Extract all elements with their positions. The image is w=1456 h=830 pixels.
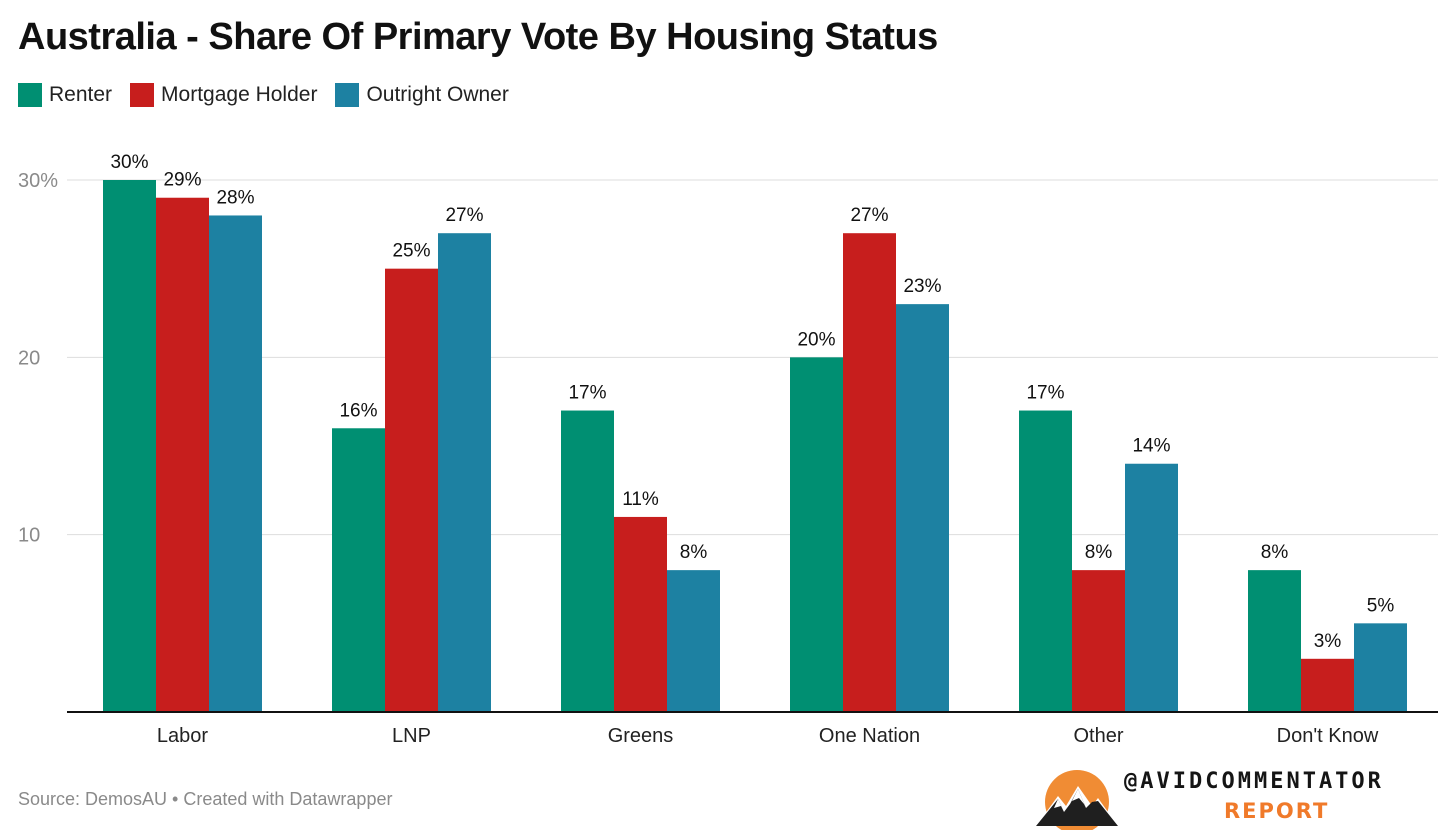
data-label-labor-outright-owner: 28%: [216, 187, 254, 208]
data-label-lnp-mortgage-holder: 25%: [392, 241, 430, 262]
bar-greens-mortgage-holder: [614, 516, 667, 712]
x-tick-label-lnp: LNP: [392, 725, 431, 747]
data-label-other-renter: 17%: [1026, 383, 1064, 404]
brand-subtitle: REPORT: [1224, 799, 1330, 823]
data-label-other-outright-owner: 14%: [1132, 436, 1170, 457]
data-label-don-t-know-mortgage-holder: 3%: [1314, 631, 1342, 652]
source-note: Source: DemosAU • Created with Datawrapp…: [18, 789, 393, 809]
x-tick-label-one-nation: One Nation: [819, 725, 920, 747]
bar-don-t-know-renter: [1248, 570, 1301, 712]
bar-other-mortgage-holder: [1072, 570, 1125, 712]
bar-don-t-know-mortgage-holder: [1301, 658, 1354, 712]
bar-labor-renter: [103, 180, 156, 712]
data-label-don-t-know-outright-owner: 5%: [1367, 595, 1395, 616]
chart-title: Australia - Share Of Primary Vote By Hou…: [18, 16, 938, 58]
data-label-greens-mortgage-holder: 11%: [622, 489, 659, 510]
bar-other-outright-owner: [1125, 463, 1178, 712]
y-tick-label-20: 20: [18, 347, 40, 369]
y-tick-label-30: 30%: [18, 170, 58, 192]
data-label-one-nation-outright-owner: 23%: [903, 276, 941, 297]
data-label-lnp-renter: 16%: [339, 400, 377, 421]
legend-label-mortgage-holder: Mortgage Holder: [161, 83, 318, 106]
data-label-labor-renter: 30%: [110, 152, 148, 173]
bar-one-nation-renter: [790, 357, 843, 712]
legend-item-renter: Renter: [18, 83, 112, 107]
legend-label-renter: Renter: [49, 83, 113, 106]
mountain-sun-logo-icon: [1036, 770, 1118, 830]
legend-item-mortgage-holder: Mortgage Holder: [130, 83, 317, 107]
data-label-one-nation-renter: 20%: [797, 329, 835, 350]
x-tick-label-other: Other: [1073, 725, 1123, 747]
legend-swatch-outright-owner: [335, 83, 360, 107]
data-label-other-mortgage-holder: 8%: [1085, 542, 1113, 563]
bar-lnp-mortgage-holder: [385, 268, 438, 712]
legend-swatch-renter: [18, 83, 42, 107]
legend-swatch-mortgage-holder: [130, 83, 155, 107]
bar-greens-outright-owner: [667, 570, 720, 712]
legend-item-outright-owner: Outright Owner: [335, 83, 509, 107]
bar-lnp-renter: [332, 428, 385, 712]
brand-block: @AVIDCOMMENTATOR REPORT: [1034, 768, 1434, 830]
data-label-lnp-outright-owner: 27%: [445, 205, 483, 226]
bar-lnp-outright-owner: [438, 233, 491, 712]
bar-greens-renter: [561, 410, 614, 712]
brand-handle: @AVIDCOMMENTATOR: [1124, 769, 1384, 794]
x-tick-label-don-t-know: Don't Know: [1277, 725, 1379, 747]
bar-one-nation-mortgage-holder: [843, 233, 896, 712]
x-tick-label-greens: Greens: [608, 725, 674, 747]
data-label-greens-outright-owner: 8%: [680, 542, 708, 563]
y-tick-label-10: 10: [18, 525, 40, 547]
bar-labor-outright-owner: [209, 215, 262, 712]
bar-labor-mortgage-holder: [156, 197, 209, 712]
data-label-don-t-know-renter: 8%: [1261, 542, 1289, 563]
data-label-greens-renter: 17%: [568, 383, 606, 404]
legend: Renter Mortgage Holder Outright Owner: [18, 83, 509, 107]
legend-label-outright-owner: Outright Owner: [366, 83, 509, 106]
bar-don-t-know-outright-owner: [1354, 623, 1407, 712]
bar-other-renter: [1019, 410, 1072, 712]
data-label-labor-mortgage-holder: 29%: [163, 170, 201, 191]
bar-one-nation-outright-owner: [896, 304, 949, 712]
data-label-one-nation-mortgage-holder: 27%: [850, 205, 888, 226]
x-tick-label-labor: Labor: [157, 725, 208, 747]
